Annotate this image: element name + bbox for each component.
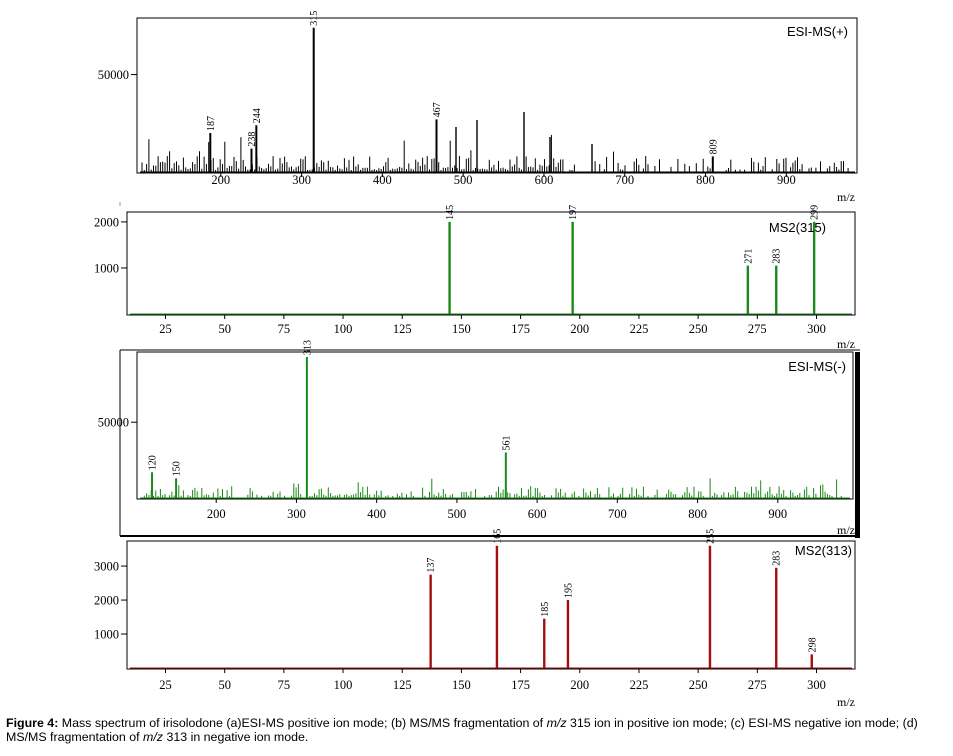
x-tick-label-150: 150 (452, 678, 471, 692)
x-tick-label-500: 500 (448, 507, 467, 521)
x-tick-label-200: 200 (570, 678, 589, 692)
x-tick-label-300: 300 (287, 507, 306, 521)
plot-frame (136, 351, 854, 500)
peak-label-561: 561 (501, 436, 512, 451)
x-tick-label-900: 900 (777, 173, 796, 187)
x-tick-label-50: 50 (218, 678, 231, 692)
y-tick-label-2000: 2000 (94, 594, 119, 608)
x-axis-label: m/z (837, 523, 855, 537)
spectrum-panel-d: 137 165 185 195 255 283 298 25 50 75 100 125 150 175 2… (94, 529, 856, 709)
x-tick-label-100: 100 (334, 322, 353, 336)
peak-label-467: 467 (432, 102, 443, 117)
x-tick-label-600: 600 (528, 507, 547, 521)
x-tick-label-25: 25 (159, 322, 172, 336)
x-tick-label-250: 250 (689, 678, 708, 692)
peak-label-299: 299 (810, 205, 821, 220)
mass-spectra-figure: 187 238 244 315 467 809 200 300 400 500 600 700 800 9… (94, 11, 860, 709)
peak-label-185: 185 (540, 602, 551, 617)
x-tick-label-275: 275 (748, 678, 767, 692)
peak-label-150: 150 (172, 461, 183, 476)
peak-label-120: 120 (148, 455, 159, 470)
x-tick-label-125: 125 (393, 322, 412, 336)
peak-label-283: 283 (772, 551, 783, 566)
x-tick-label-250: 250 (689, 322, 708, 336)
plot-frame (136, 17, 858, 174)
x-axis-label: m/z (837, 190, 855, 204)
x-tick-label-50: 50 (218, 322, 231, 336)
x-tick-label-25: 25 (159, 678, 172, 692)
peak-label-809: 809 (708, 139, 719, 154)
x-tick-label-175: 175 (511, 322, 530, 336)
x-tick-label-300: 300 (807, 678, 826, 692)
x-tick-label-200: 200 (211, 173, 230, 187)
panel-title: ESI-MS(+) (787, 24, 848, 39)
peak-label-244: 244 (252, 108, 263, 123)
x-tick-label-400: 400 (373, 173, 392, 187)
y-tick-label-2000: 2000 (94, 215, 119, 229)
caption-mz-1: m/z (546, 716, 567, 730)
peak-label-195: 195 (563, 583, 574, 598)
x-tick-label-150: 150 (452, 322, 471, 336)
x-tick-label-500: 500 (454, 173, 473, 187)
spectrum-panel-c: 120 150 313 561 200 300 400 500 600 700 800 900 5000… (98, 340, 860, 538)
noise-peaks (141, 112, 849, 172)
peak-label-313: 313 (302, 340, 313, 355)
caption-text-2: 315 ion in positive ion mode; (c) ESI-MS… (6, 716, 918, 744)
x-tick-label-75: 75 (278, 322, 291, 336)
x-axis-label: m/z (837, 695, 855, 709)
panel-title: MS2(313) (795, 543, 852, 558)
x-tick-label-700: 700 (615, 173, 634, 187)
frame-right-bar (855, 352, 860, 538)
x-tick-label-225: 225 (630, 678, 649, 692)
x-tick-label-600: 600 (535, 173, 554, 187)
y-tick-label-3000: 3000 (94, 560, 119, 574)
x-tick-label-800: 800 (688, 507, 707, 521)
caption-text-3: 313 in negative ion mode. (163, 730, 309, 744)
x-tick-label-75: 75 (278, 678, 291, 692)
y-tick-label-1000: 1000 (94, 628, 119, 642)
x-tick-label-800: 800 (696, 173, 715, 187)
x-tick-label-200: 200 (207, 507, 226, 521)
plot-frame (126, 540, 856, 670)
x-tick-label-900: 900 (768, 507, 787, 521)
peak-label-137: 137 (426, 558, 437, 573)
x-tick-label-300: 300 (292, 173, 311, 187)
y-tick-label-1000: 1000 (94, 261, 119, 275)
x-tick-label-700: 700 (608, 507, 627, 521)
y-tick-label-50000: 50000 (98, 68, 129, 82)
peak-label-197: 197 (568, 205, 579, 220)
x-tick-label-275: 275 (748, 322, 767, 336)
plot-frame (126, 211, 856, 316)
x-tick-label-200: 200 (570, 322, 589, 336)
panel-title: ESI-MS(-) (788, 359, 846, 374)
peak-label-255: 255 (705, 529, 716, 544)
x-tick-label-225: 225 (630, 322, 649, 336)
figure-label: Figure 4: (6, 716, 59, 730)
peak-label-298: 298 (807, 637, 818, 652)
x-axis-label: m/z (837, 337, 855, 351)
peak-label-271: 271 (743, 249, 754, 264)
peak-label-283: 283 (772, 249, 783, 264)
spectrum-panel-a: 187 238 244 315 467 809 200 300 400 500 600 700 800 9… (98, 11, 858, 204)
caption-text-1: Mass spectrum of irisolodone (a)ESI-MS p… (58, 716, 547, 730)
peak-label-165: 165 (492, 529, 503, 544)
panel-title: MS2(315) (769, 220, 826, 235)
spectrum-panel-b: 145 197 271 283 299 25 50 75 100 125 150 175 200 225 2… (94, 205, 856, 351)
x-tick-label-125: 125 (393, 678, 412, 692)
y-tick-label-50000: 50000 (98, 416, 129, 430)
x-tick-label-100: 100 (334, 678, 353, 692)
peak-label-145: 145 (445, 205, 456, 220)
x-tick-label-300: 300 (807, 322, 826, 336)
peak-label-238: 238 (247, 132, 258, 147)
peak-label-315: 315 (309, 11, 320, 26)
figure-caption: Figure 4: Mass spectrum of irisolodone (… (6, 716, 946, 744)
x-tick-label-175: 175 (511, 678, 530, 692)
noise-peaks (143, 478, 842, 498)
caption-mz-2: m/z (143, 730, 164, 744)
peak-label-187: 187 (206, 116, 217, 131)
x-tick-label-400: 400 (367, 507, 386, 521)
